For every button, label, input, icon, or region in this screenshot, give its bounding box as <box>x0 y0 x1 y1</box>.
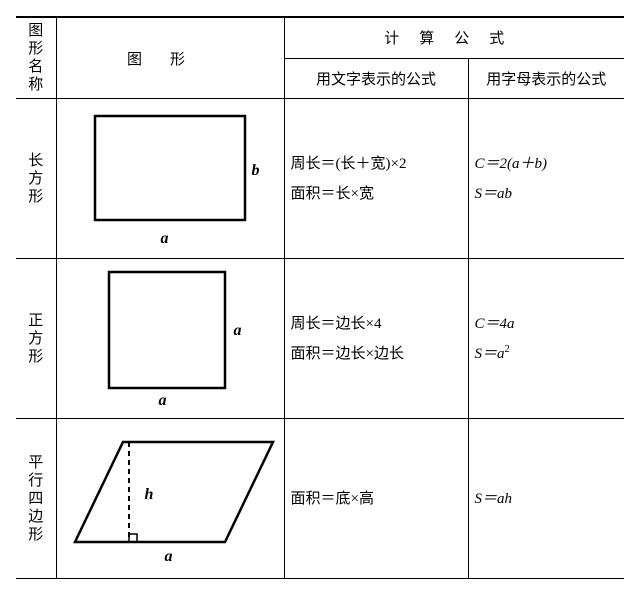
formula-text: 周长＝边长×4 面积＝边长×边长 <box>284 259 468 419</box>
dim-b: b <box>252 162 260 180</box>
dim-h: h <box>145 486 154 504</box>
formula-symbol: C＝2(a＋b) S＝ab <box>468 99 624 259</box>
header-name: 图形名称 <box>16 17 56 99</box>
parallelogram-svg <box>63 424 283 574</box>
dim-a-base: a <box>165 548 173 566</box>
shape-cell-parallelogram: h a <box>56 419 284 579</box>
rectangle-svg <box>65 104 275 254</box>
formula-symbol: C＝4a S＝a2 <box>468 259 624 419</box>
row-name: 平行四边形 <box>16 419 56 579</box>
header-formula-group: 计算公式 <box>284 17 624 58</box>
formula-text: 面积＝底×高 <box>284 419 468 579</box>
header-formula-symbol: 用字母表示的公式 <box>468 58 624 98</box>
square-svg <box>65 264 275 414</box>
dim-a: a <box>161 230 169 248</box>
row-name: 长方形 <box>16 99 56 259</box>
row-name: 正方形 <box>16 259 56 419</box>
formula-text: 周长＝(长＋宽)×2 面积＝长×宽 <box>284 99 468 259</box>
formula-table: 图形名称 图形 计算公式 用文字表示的公式 用字母表示的公式 长方形 b a 周… <box>16 16 624 579</box>
dim-a-bottom: a <box>159 392 167 410</box>
shape-cell-rectangle: b a <box>56 99 284 259</box>
dim-a-side: a <box>234 322 242 340</box>
formula-symbol: S＝ah <box>468 419 624 579</box>
header-formula-text: 用文字表示的公式 <box>284 58 468 98</box>
shape-cell-square: a a <box>56 259 284 419</box>
header-shape: 图形 <box>56 17 284 99</box>
